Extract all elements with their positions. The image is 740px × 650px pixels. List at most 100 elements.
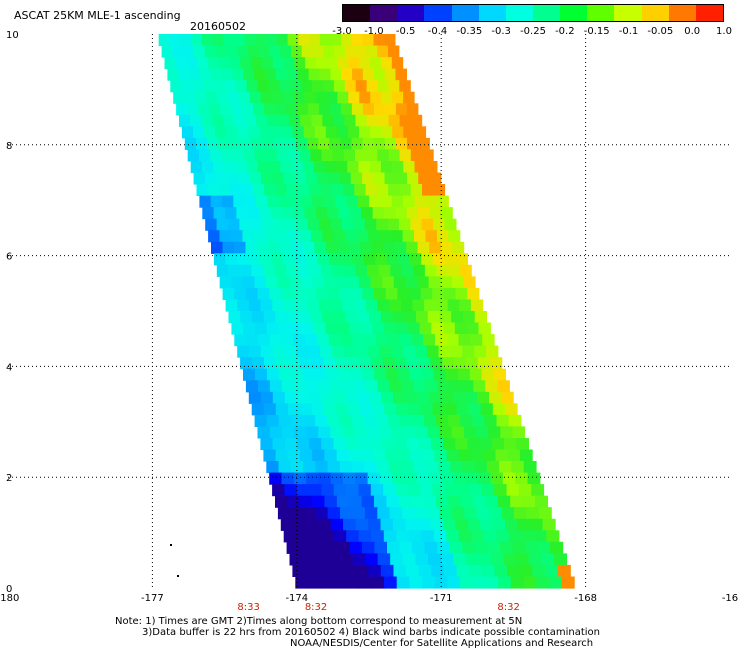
swath-cell <box>516 438 529 451</box>
swath-cell <box>328 334 342 347</box>
swath-cell <box>367 264 380 277</box>
swath-cell <box>429 472 442 485</box>
swath-cell <box>458 449 472 462</box>
swath-cell <box>362 287 375 300</box>
swath-cell <box>492 518 506 531</box>
swath-cell <box>266 276 279 289</box>
swath-cell <box>388 80 400 93</box>
swath-cell <box>201 161 214 174</box>
swath-cell <box>377 149 390 162</box>
swath-cell <box>210 68 223 81</box>
swath-cell <box>417 276 430 289</box>
swath-cell <box>537 541 551 554</box>
swath-cell <box>345 438 359 451</box>
swath-cell <box>302 553 316 566</box>
swath-cell <box>380 195 393 208</box>
swath-cell <box>370 126 382 139</box>
swath-cell <box>388 149 401 162</box>
swath-cell <box>173 91 185 104</box>
swath-cell <box>329 380 343 393</box>
swath-cell <box>396 322 409 335</box>
swath-cell <box>284 438 298 451</box>
x-tick-label: -168 <box>574 593 597 604</box>
swath-cell <box>254 414 268 427</box>
swath-cell <box>204 45 217 58</box>
swath-cell <box>340 334 353 347</box>
swath-cell <box>269 472 283 485</box>
swath-cell <box>161 45 173 58</box>
swath-cell <box>269 287 282 300</box>
swath-cell <box>330 68 342 81</box>
swath-cell <box>322 230 335 243</box>
swath-cell <box>444 564 458 577</box>
swath-cell <box>467 287 480 300</box>
swath-cell <box>339 414 352 427</box>
swath-cell <box>364 334 377 347</box>
swath-cell <box>269 426 283 439</box>
swath-cell <box>329 253 342 266</box>
land-dot <box>177 575 179 577</box>
swath-cell <box>354 184 367 197</box>
swath-cell <box>466 322 480 335</box>
swath-cell <box>526 507 540 520</box>
swath-cell <box>259 207 272 220</box>
swath-cell <box>253 103 265 116</box>
swath-cell <box>481 484 495 497</box>
swath-cell <box>278 195 291 208</box>
swath-cell <box>229 57 241 70</box>
x-tick-label: -177 <box>141 593 164 604</box>
swath-cell <box>533 530 547 543</box>
swath-cell <box>439 426 453 439</box>
swath-cell <box>546 530 560 543</box>
swath-cell <box>337 91 349 104</box>
swath-cell <box>449 541 463 554</box>
swath-cell <box>266 414 280 427</box>
swath-cell <box>359 126 371 139</box>
swath-cell <box>431 564 445 577</box>
colorbar-label: -3.0 <box>332 26 352 37</box>
swath-cell <box>280 287 294 300</box>
swath-cell <box>375 253 388 266</box>
swath-cell <box>455 287 468 300</box>
swath-cell <box>284 391 298 404</box>
swath-cell <box>293 518 307 531</box>
swath-cell <box>346 530 360 543</box>
swath-cell <box>335 357 348 370</box>
swath-cell <box>224 80 237 93</box>
swath-cell <box>260 438 274 451</box>
swath-cell <box>395 103 408 116</box>
swath-cell <box>342 299 355 312</box>
swath-cell <box>273 137 286 150</box>
swath-cell <box>184 91 196 104</box>
swath-cell <box>416 472 430 485</box>
swath-cell <box>491 438 505 451</box>
swath-cell <box>242 230 255 243</box>
swath-cell <box>359 276 372 289</box>
swath-cell <box>450 345 463 358</box>
swath-cell <box>312 403 325 416</box>
swath-cell <box>353 218 366 231</box>
swath-cell <box>370 484 384 497</box>
pass-time-label: 8:33 <box>237 602 259 613</box>
swath-cell <box>266 368 280 381</box>
swath-cell <box>294 172 307 185</box>
swath-cell <box>357 438 371 451</box>
colorbar-segment <box>668 5 696 21</box>
swath-cell <box>276 68 288 81</box>
swath-cell <box>264 103 276 116</box>
swath-cell <box>452 241 465 254</box>
swath-cell <box>343 472 356 485</box>
swath-cell <box>396 530 410 543</box>
colorbar-segment <box>614 5 642 21</box>
swath-cell <box>557 564 571 577</box>
swath-cell <box>225 253 238 266</box>
swath-cell <box>224 161 236 174</box>
swath-cell <box>377 553 391 566</box>
swath-cell <box>376 461 390 474</box>
swath-cell <box>284 484 298 497</box>
swath-cell <box>389 380 403 393</box>
swath-cell <box>346 484 359 497</box>
swath-cell <box>343 184 355 197</box>
swath-cell <box>275 495 288 508</box>
swath-cell <box>324 276 337 289</box>
